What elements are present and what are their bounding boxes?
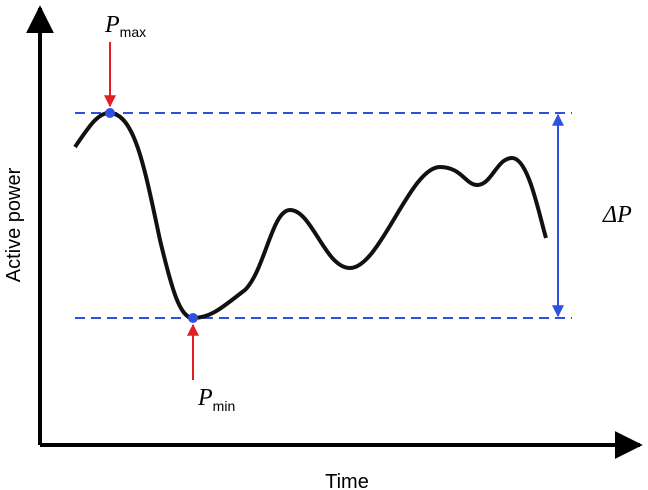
max-point bbox=[105, 108, 115, 118]
min-symbol: P bbox=[197, 385, 213, 411]
min-point bbox=[188, 313, 198, 323]
y-axis-label: Active power bbox=[3, 167, 25, 282]
max-symbol: P bbox=[104, 12, 120, 38]
min-subscript: min bbox=[213, 398, 236, 414]
range-label: ΔP bbox=[602, 202, 632, 228]
max-label: Pmax bbox=[104, 12, 146, 40]
min-label: Pmin bbox=[197, 385, 235, 414]
power-curve bbox=[73, 111, 548, 321]
x-axis-label: Time bbox=[325, 471, 369, 490]
max-subscript: max bbox=[120, 24, 146, 40]
